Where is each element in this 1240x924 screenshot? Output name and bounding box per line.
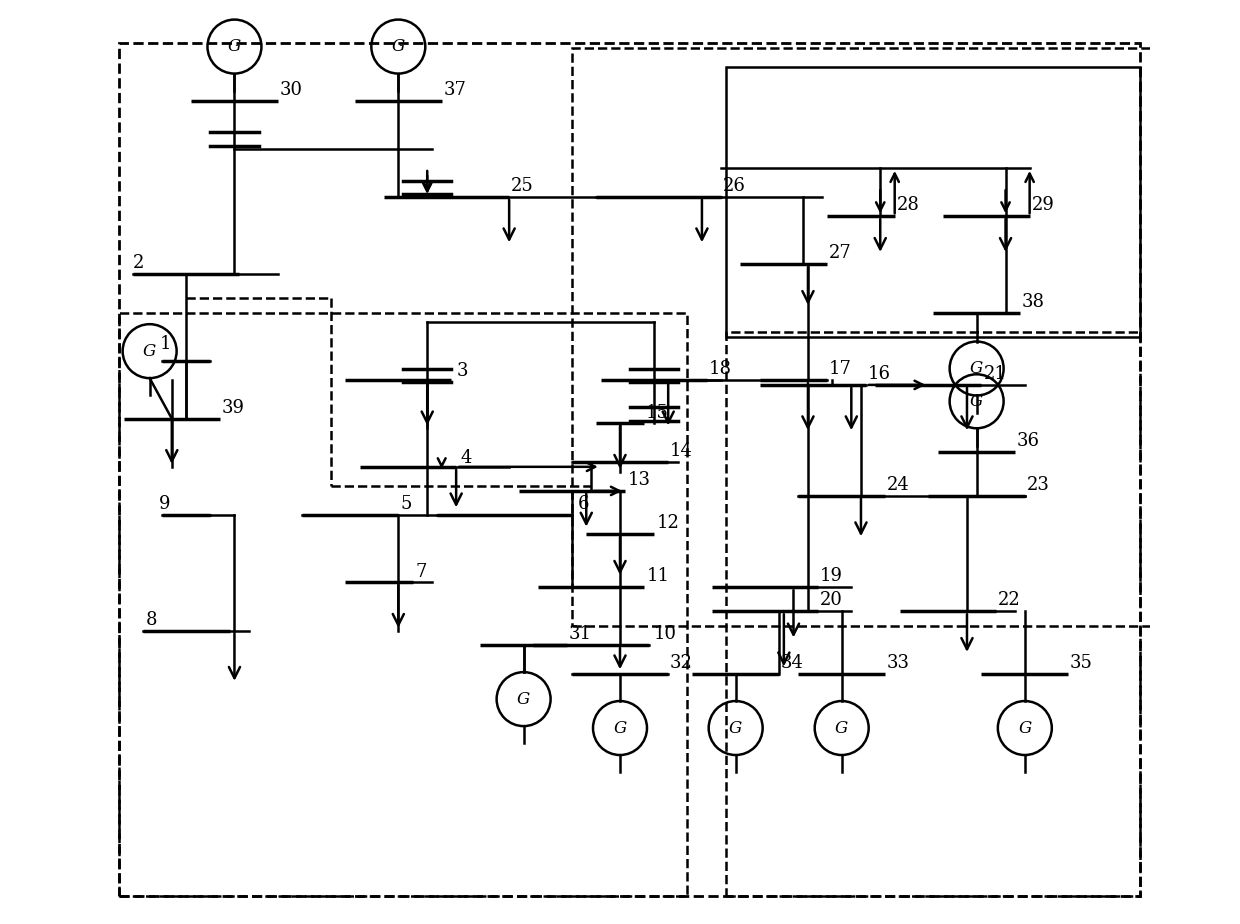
- Text: 8: 8: [146, 611, 157, 628]
- Text: 21: 21: [983, 365, 1006, 383]
- Text: 31: 31: [569, 626, 591, 643]
- Text: 25: 25: [511, 177, 534, 195]
- Text: 11: 11: [647, 567, 670, 586]
- Text: 29: 29: [1032, 196, 1054, 214]
- Text: 28: 28: [897, 196, 920, 214]
- Text: 2: 2: [133, 254, 145, 273]
- Text: 36: 36: [1017, 432, 1040, 450]
- Text: 30: 30: [280, 80, 303, 99]
- Text: G: G: [392, 38, 405, 55]
- Text: 12: 12: [657, 515, 680, 532]
- Text: G: G: [835, 720, 848, 736]
- Text: 27: 27: [830, 245, 852, 262]
- Text: G: G: [143, 343, 156, 359]
- Text: 4: 4: [461, 449, 472, 467]
- Text: 37: 37: [444, 80, 466, 99]
- Text: 14: 14: [670, 442, 693, 460]
- Text: 16: 16: [868, 365, 890, 383]
- Text: 38: 38: [1022, 293, 1045, 310]
- Text: 7: 7: [415, 563, 427, 580]
- Text: 10: 10: [653, 626, 677, 643]
- Text: G: G: [970, 360, 983, 377]
- Text: 15: 15: [646, 404, 668, 421]
- Text: 3: 3: [456, 362, 467, 380]
- Text: 33: 33: [887, 654, 910, 672]
- Text: 18: 18: [709, 360, 732, 378]
- Text: G: G: [1018, 720, 1032, 736]
- Text: 1: 1: [159, 335, 171, 353]
- Text: 23: 23: [1027, 476, 1049, 493]
- Text: 24: 24: [887, 476, 910, 493]
- Text: 6: 6: [578, 495, 589, 513]
- Text: 20: 20: [820, 591, 842, 610]
- Text: 26: 26: [723, 177, 746, 195]
- Text: G: G: [970, 393, 983, 409]
- Text: G: G: [614, 720, 626, 736]
- Text: 32: 32: [670, 654, 693, 672]
- Text: G: G: [517, 690, 531, 708]
- Text: 35: 35: [1070, 654, 1092, 672]
- Text: 13: 13: [627, 471, 651, 489]
- Text: 34: 34: [781, 654, 804, 672]
- Text: G: G: [228, 38, 241, 55]
- Text: 22: 22: [998, 591, 1021, 610]
- Text: 5: 5: [401, 495, 412, 513]
- Text: 19: 19: [820, 567, 842, 586]
- Text: 39: 39: [222, 398, 246, 417]
- Text: G: G: [729, 720, 743, 736]
- Text: 9: 9: [159, 495, 171, 513]
- Text: 17: 17: [830, 360, 852, 378]
